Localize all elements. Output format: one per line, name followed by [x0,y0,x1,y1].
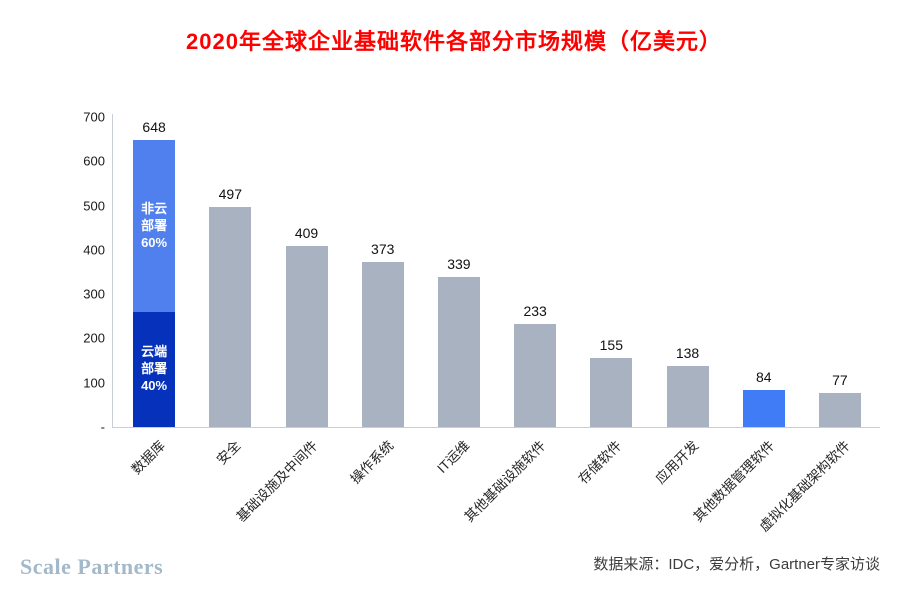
bar: 非云部署60% 云端部署40% [133,140,176,427]
category-label: IT运维 [434,437,473,477]
y-axis: 700 600 500 400 300 200 100 - [0,110,105,435]
y-tick-label: 600 [83,153,105,169]
bar-group: 409 基础设施及中间件 [233,117,344,525]
data-source-note: 数据来源：IDC，爱分析，Gartner专家访谈 [593,556,880,573]
y-tick-label: 400 [83,242,105,258]
y-tick-label: 700 [83,109,105,125]
y-tick-label: - [100,419,105,435]
y-tick-label: 300 [83,286,105,302]
category-label: 安全 [214,437,244,468]
segment-label: 云端部署40% [141,344,168,394]
bar [285,245,328,427]
chart-title: 2020年全球企业基础软件各部分市场规模（亿美元） [186,29,722,54]
category-label: 操作系统 [347,437,397,487]
bar-value-label: 84 [755,368,772,385]
bar-value-label: 138 [675,344,700,361]
bar-value-label: 648 [142,119,166,136]
bar-group: 373 操作系统 [345,117,421,487]
bar-value-label: 77 [832,371,848,388]
bar-group: 138 应用开发 [649,117,725,487]
category-label: 数据库 [128,437,168,478]
bar-group: 339 IT运维 [421,117,497,476]
bar-group: 497 安全 [192,117,268,468]
category-label: 应用开发 [652,437,701,487]
brand-logo: Scale Partners [20,554,164,579]
bar [590,358,633,427]
bar-group: 84 其他数据管理软件 [690,117,802,525]
bar-group: 155 存储软件 [573,117,649,487]
category-label: 存储软件 [575,437,625,487]
bar [666,365,709,427]
segment-label: 非云部署60% [141,200,168,250]
bar-value-label: 155 [599,337,623,354]
bar [361,261,404,427]
bar-value-label: 409 [294,224,319,241]
bar-value-label: 373 [371,240,395,257]
bar [742,389,785,427]
bar-segment: 非云部署60% [133,140,176,313]
bar-segment: 云端部署40% [133,312,176,427]
bar-group: 648 非云部署60% 云端部署40% 数据库 [116,117,192,477]
bar-group: 233 其他基础设施软件 [462,117,573,525]
y-tick-label: 100 [83,375,105,391]
bar [818,392,861,427]
y-tick-label: 500 [83,198,105,214]
bar [209,206,252,427]
x-axis-line [112,427,880,428]
bar-value-label: 497 [218,185,242,202]
bar-group: 77 虚拟化基础架构软件 [757,117,878,534]
bar [514,323,557,427]
bar-value-label: 233 [523,302,547,319]
y-tick-label: 200 [83,330,105,346]
bar-value-label: 339 [447,255,471,272]
y-axis-line [112,114,113,428]
bar [437,276,480,427]
bars: 648 非云部署60% 云端部署40% 数据库 497 安全 409 基础设施及中间件 373 操… [116,117,878,534]
